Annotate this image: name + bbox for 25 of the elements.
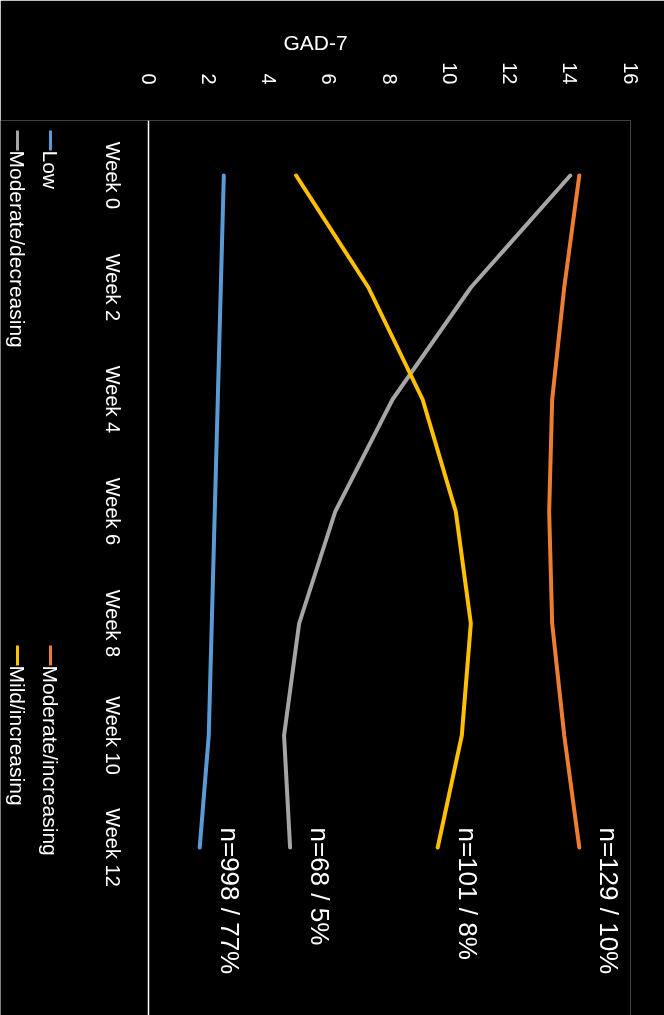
x-tick-label: 4	[258, 73, 280, 85]
x-tick-label: 8	[378, 73, 401, 85]
x-tick-label: 14	[559, 62, 582, 85]
legend-label: Moderate/increasing	[39, 665, 62, 856]
legend-label: Low	[39, 150, 62, 190]
legend-label: Moderate/decreasing	[6, 150, 29, 348]
annotation: n=101 / 8%	[452, 827, 483, 960]
x-axis-title: GAD-7	[283, 31, 348, 55]
y-tick-label: Week 4	[101, 365, 124, 434]
x-tick-label: 6	[318, 73, 341, 85]
y-tick-label: Week 6	[101, 477, 124, 546]
x-tick-label: 16	[619, 62, 642, 85]
legend-label: Mild/increasing	[6, 665, 29, 806]
y-tick-label: Week 2	[101, 253, 124, 322]
annotation: n=68 / 5%	[305, 827, 336, 946]
x-tick-label: 0	[137, 73, 160, 85]
x-tick-label: 2	[197, 73, 220, 85]
x-tick-label: 10	[438, 62, 461, 85]
annotation: n=998 / 77%	[214, 827, 245, 975]
y-tick-label: Week 0	[101, 141, 124, 210]
annotation: n=129 / 10%	[594, 827, 625, 975]
y-tick-label: Week 8	[101, 589, 124, 658]
y-tick-label: Week 12	[101, 808, 124, 887]
y-tick-label: Week 10	[101, 696, 124, 775]
x-tick-label: 12	[499, 62, 521, 85]
